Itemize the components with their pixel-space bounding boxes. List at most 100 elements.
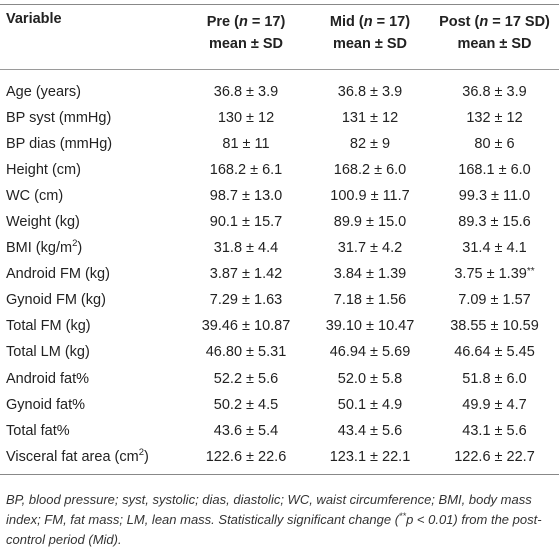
cell-mid: 50.1 ± 4.9 (310, 392, 430, 418)
row-label: Total LM (kg) (0, 340, 182, 366)
cell-mid: 36.8 ± 3.9 (310, 79, 430, 105)
row-label: WC (cm) (0, 183, 182, 209)
cell-pre: 122.6 ± 22.6 (182, 444, 310, 476)
cell-mid-value: 123.1 ± 22.1 (329, 448, 411, 465)
row-label: BMI (kg/m2) (0, 236, 182, 262)
footnote-mark: ** (399, 511, 407, 521)
row-label-text: Visceral fat area (cm (6, 448, 139, 465)
cell-mid-value: 100.9 ± 11.7 (330, 187, 410, 204)
cell-mid-value: 31.7 ± 4.2 (337, 240, 403, 257)
cell-mid: 39.10 ± 10.47 (310, 314, 430, 340)
cell-mid-value: 3.84 ± 1.39 (333, 266, 407, 283)
cell-post-value: 49.9 ± 4.7 (462, 396, 527, 413)
table-row: Height (cm) 168.2 ± 6.1 168.2 ± 6.0 168.1 ±… (0, 157, 559, 183)
cell-mid: 46.94 ± 5.69 (310, 340, 430, 366)
table-row: Android fat% 52.2 ± 5.6 52.0 ± 5.8 51.8 ± 6… (0, 366, 559, 392)
header-mid: Mid (n = 17) mean ± SD (310, 5, 430, 70)
row-label-text: Android FM (kg) (6, 266, 110, 283)
top-rule (0, 4, 559, 5)
cell-mid: 89.9 ± 15.0 (310, 209, 430, 235)
cell-pre: 39.46 ± 10.87 (182, 314, 310, 340)
header-pre-sub: mean ± SD (208, 36, 284, 52)
row-label-text: Total FM (kg) (6, 318, 91, 335)
row-label: Android FM (kg) (0, 262, 182, 288)
cell-mid-value: 43.4 ± 5.6 (337, 422, 403, 439)
table-footnote: BP, blood pressure; syst, systolic; dias… (6, 490, 554, 550)
cell-post: 99.3 ± 11.0 (430, 183, 559, 209)
cell-pre: 98.7 ± 13.0 (182, 183, 310, 209)
table-body: Age (years) 36.8 ± 3.9 36.8 ± 3.9 36.8 ± 3.… (0, 70, 559, 476)
row-label-text: WC (cm) (6, 187, 64, 204)
row-label: Age (years) (0, 79, 182, 105)
row-label-sup: 2 (138, 446, 144, 458)
cell-post: 51.8 ± 6.0 (430, 366, 559, 392)
cell-mid: 82 ± 9 (310, 131, 430, 157)
cell-mid: 3.84 ± 1.39 (310, 262, 430, 288)
cell-pre: 81 ± 11 (182, 131, 310, 157)
cell-post: 31.4 ± 4.1 (430, 236, 559, 262)
cell-post: 38.55 ± 10.59 (430, 314, 559, 340)
cell-pre-value: 43.6 ± 5.4 (213, 422, 279, 439)
cell-mid: 43.4 ± 5.6 (310, 418, 430, 444)
row-label: Total FM (kg) (0, 314, 182, 340)
row-label: Gynoid FM (kg) (0, 288, 182, 314)
cell-pre-value: 168.2 ± 6.1 (209, 161, 283, 178)
cell-post-value: 3.75 ± 1.39 (454, 266, 527, 283)
table-row: Total fat% 43.6 ± 5.4 43.4 ± 5.6 43.1 ± 5.6 (0, 418, 559, 444)
cell-pre-value: 52.2 ± 5.6 (213, 370, 279, 387)
row-label: Gynoid fat% (0, 392, 182, 418)
cell-pre: 52.2 ± 5.6 (182, 366, 310, 392)
cell-pre: 46.80 ± 5.31 (182, 340, 310, 366)
header-mid-n: n (363, 14, 373, 30)
header-variable: Variable (0, 5, 182, 70)
cell-mid-value: 89.9 ± 15.0 (333, 214, 407, 231)
cell-mid-value: 131 ± 12 (341, 109, 399, 126)
table-row: Total FM (kg) 39.46 ± 10.87 39.10 ± 10.47 3… (0, 314, 559, 340)
row-label-end: ) (77, 240, 83, 257)
cell-mid-value: 46.94 ± 5.69 (329, 344, 411, 361)
cell-post-value: 80 ± 6 (474, 135, 515, 152)
cell-pre: 31.8 ± 4.4 (182, 236, 310, 262)
table-row: Age (years) 36.8 ± 3.9 36.8 ± 3.9 36.8 ± 3.… (0, 79, 559, 105)
cell-post-value: 46.64 ± 5.45 (454, 344, 535, 361)
cell-post: 3.75 ± 1.39** (430, 262, 559, 288)
cell-pre-value: 90.1 ± 15.7 (209, 214, 283, 231)
cell-mid: 131 ± 12 (310, 105, 430, 131)
cell-pre-value: 39.46 ± 10.87 (201, 318, 291, 335)
row-label: Android fat% (0, 366, 182, 392)
footnote-text-1: BP, blood pressure; syst, systolic; dias… (6, 492, 532, 527)
header-pre-b: = 17) (247, 14, 286, 30)
cell-pre-value: 36.8 ± 3.9 (213, 83, 279, 100)
cell-post: 122.6 ± 22.7 (430, 444, 559, 476)
row-label-text: BP dias (mmHg) (6, 135, 113, 152)
header-mid-sub: mean ± SD (332, 36, 408, 52)
row-label: Total fat% (0, 418, 182, 444)
cell-mid-value: 50.1 ± 4.9 (337, 396, 403, 413)
cell-pre-value: 122.6 ± 22.6 (205, 448, 287, 465)
table-row: Gynoid fat% 50.2 ± 4.5 50.1 ± 4.9 49.9 ± 4.… (0, 392, 559, 418)
cell-post-value: 132 ± 12 (466, 109, 523, 126)
table-row: WC (cm) 98.7 ± 13.0 100.9 ± 11.7 99.3 ± 11.… (0, 183, 559, 209)
row-label: Visceral fat area (cm2) (0, 444, 182, 476)
cell-post-value: 36.8 ± 3.9 (462, 83, 527, 100)
table-row: BMI (kg/m2) 31.8 ± 4.4 31.7 ± 4.2 31.4 ± 4.… (0, 236, 559, 262)
cell-mid-value: 82 ± 9 (349, 135, 391, 152)
header-pre-a: Pre ( (206, 14, 239, 30)
cell-pre-value: 31.8 ± 4.4 (213, 240, 279, 257)
cell-post: 43.1 ± 5.6 (430, 418, 559, 444)
header-post-b: = 17 SD) (488, 14, 550, 30)
cell-post: 46.64 ± 5.45 (430, 340, 559, 366)
footnote-text-2: p < 0.01) from the post-control period (… (6, 512, 542, 547)
cell-pre: 130 ± 12 (182, 105, 310, 131)
cell-mid: 52.0 ± 5.8 (310, 366, 430, 392)
cell-post: 132 ± 12 (430, 105, 559, 131)
cell-mid: 100.9 ± 11.7 (310, 183, 430, 209)
cell-pre: 168.2 ± 6.1 (182, 157, 310, 183)
cell-post: 36.8 ± 3.9 (430, 79, 559, 105)
cell-post: 89.3 ± 15.6 (430, 209, 559, 235)
row-label-text: Height (cm) (6, 161, 81, 178)
cell-post: 80 ± 6 (430, 131, 559, 157)
row-label-text: BP syst (mmHg) (6, 109, 112, 126)
table-row: Gynoid FM (kg) 7.29 ± 1.63 7.18 ± 1.56 7.09… (0, 288, 559, 314)
